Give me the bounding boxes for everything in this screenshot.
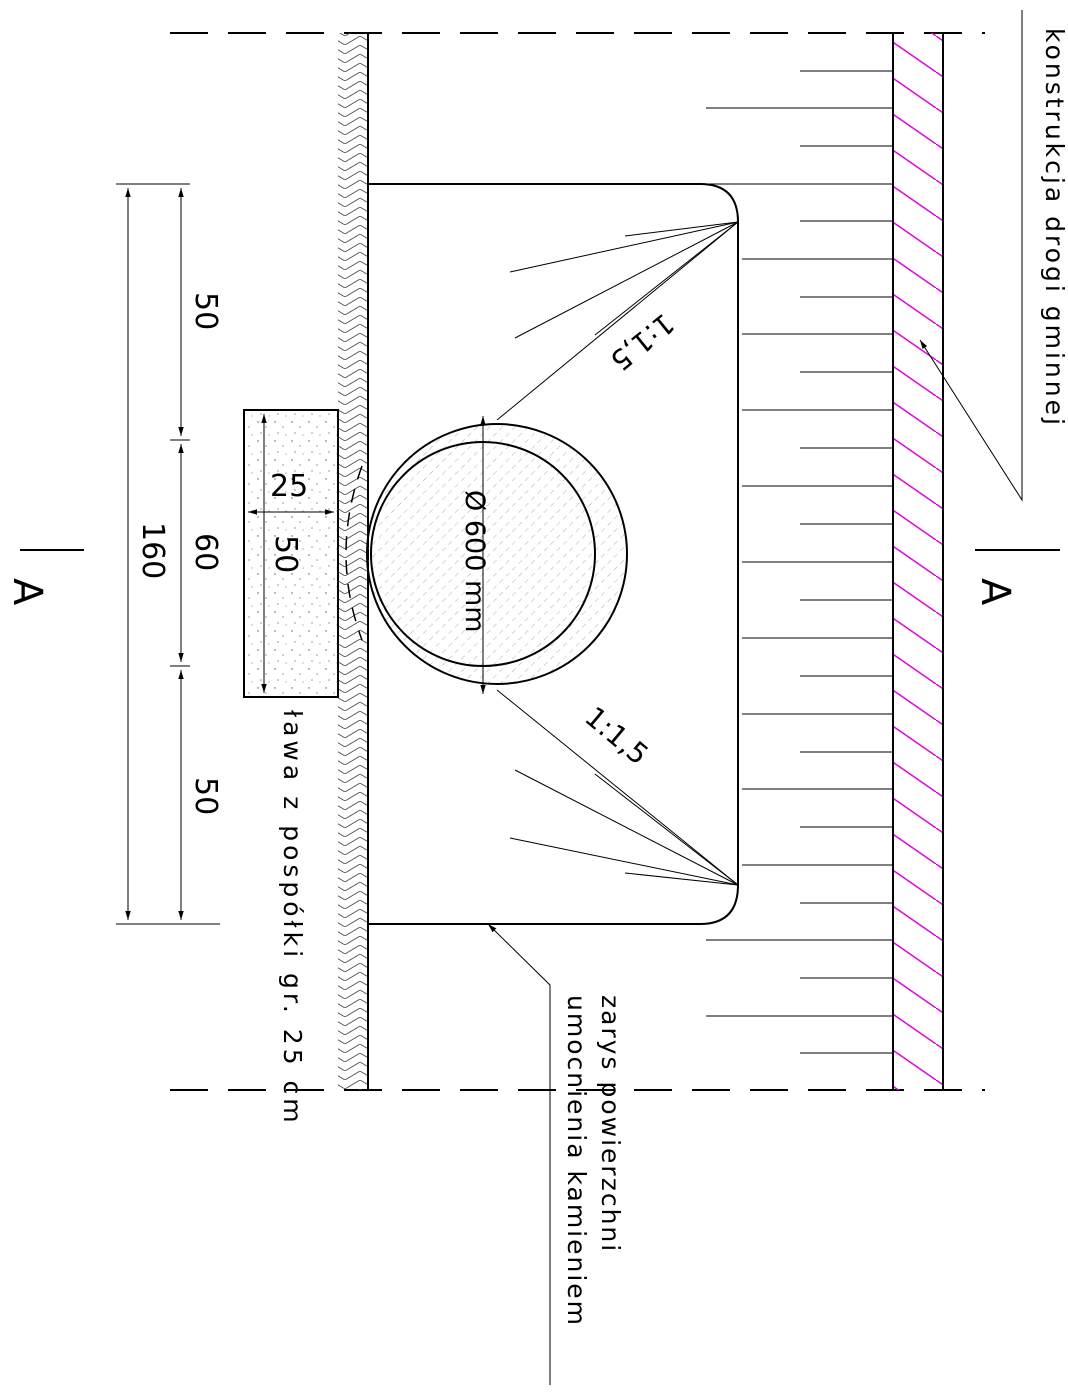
dim-text-segment-top: 50 (188, 292, 223, 330)
bench-thickness-text: 25 (270, 469, 308, 504)
slope-hatch-lines (706, 70, 893, 1054)
bench-width-text: 50 (268, 535, 303, 573)
dim-text-total: 160 (135, 522, 170, 579)
dim-text-segment-middle: 60 (188, 533, 223, 571)
road-leader (919, 10, 1023, 502)
pipe-outer (366, 423, 628, 685)
section-mark-right: A (972, 578, 1018, 606)
dimension-extensions (116, 183, 220, 925)
slope-fan-lower (496, 689, 739, 886)
riprap-outline (368, 183, 739, 925)
section-mark-left: A (4, 578, 50, 606)
riprap-leader (487, 923, 551, 1385)
slope-upper-label: 1:1,5 (604, 307, 681, 378)
dim-text-segment-bottom: 50 (188, 777, 223, 815)
riprap-label-line1: zarys powierzchni (596, 995, 625, 1253)
riprap-label-line2: umocnienia kamieniem (562, 995, 591, 1327)
gravel-bench (243, 409, 339, 698)
ground-strip (338, 33, 368, 1090)
bench-dashed-arc (345, 465, 363, 641)
road-construction-label: konstrukcja drogi gminnej (1040, 28, 1068, 428)
slope-fan-upper (496, 221, 739, 421)
bench-label: ława z pospółki gr. 25 cm (278, 710, 307, 1127)
pipe-diameter-label: Ø 600 mm (459, 490, 490, 633)
road-construction (893, 33, 943, 1090)
slope-lower-label: 1:1,5 (579, 700, 655, 771)
